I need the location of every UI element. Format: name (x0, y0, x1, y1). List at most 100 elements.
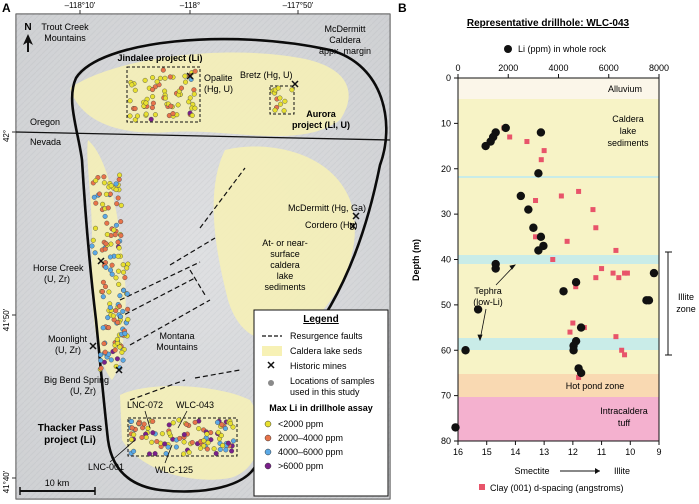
sample-dot (175, 102, 181, 108)
legend-locations-2: used in this study (290, 387, 360, 397)
clay-point (576, 374, 582, 380)
sample-dot (166, 430, 172, 436)
sample-dot (222, 426, 228, 432)
sample-dot (230, 438, 236, 444)
trout-creek-label-1: Trout Creek (41, 22, 89, 32)
clay-point (622, 352, 628, 358)
sample-dot (112, 347, 118, 353)
illite-zone-label-2: zone (676, 304, 696, 314)
sample-dot (124, 291, 130, 297)
sample-dot (120, 269, 126, 275)
caldera-lake-label-2: lake (620, 126, 637, 136)
sample-dot (105, 205, 111, 211)
li-point (529, 223, 538, 232)
dspacing-axis-tick-label: 14 (510, 447, 520, 457)
legend-title: Legend (303, 314, 339, 325)
sample-dot (146, 451, 152, 457)
dspacing-axis-tick-label: 9 (656, 447, 661, 457)
sample-dot (115, 268, 121, 274)
sample-dot (116, 245, 122, 251)
sample-dot (112, 232, 118, 238)
clay-point (593, 275, 599, 281)
sample-dot (109, 262, 115, 268)
clay-point (570, 320, 576, 326)
sample-dot (150, 94, 156, 100)
sample-dot (107, 254, 113, 260)
lat-tick-1: 42° (2, 130, 11, 142)
sample-dot (148, 116, 154, 122)
sample-dot (89, 243, 95, 249)
depth-axis-tick-label: 0 (446, 73, 451, 83)
sample-dot (129, 425, 135, 431)
sample-dot (113, 181, 119, 187)
li-point (451, 423, 460, 432)
sample-dot (272, 107, 278, 113)
opalite-label-2: (Hg, U) (204, 84, 233, 94)
clay-point (616, 275, 622, 281)
sample-dot (162, 88, 168, 94)
map-frame-ticks (12, 10, 299, 479)
sample-dot (225, 440, 231, 446)
sample-dot (127, 98, 133, 104)
li-point (576, 368, 586, 378)
sample-dot (132, 106, 138, 112)
sample-dot (134, 113, 140, 119)
north-label: N (24, 22, 31, 33)
sample-dot (103, 264, 109, 270)
tephra-band-2 (458, 255, 659, 264)
map-panel-label: A (2, 1, 11, 15)
sample-dot (182, 79, 188, 85)
alluvium-band (458, 78, 659, 99)
resurgence-faults (117, 167, 246, 401)
aurora-label-1: Aurora (306, 109, 336, 119)
sample-dot (107, 305, 113, 311)
sample-dot (117, 172, 123, 178)
drillhole-panel-label: B (398, 1, 407, 15)
sample-dot (101, 341, 107, 347)
clay-point (622, 270, 628, 276)
sample-dot (119, 349, 125, 355)
clay-legend-label: Clay (001) d-spacing (angstroms) (490, 483, 624, 493)
lon-tick-2: –118° (180, 1, 200, 10)
sample-dot (116, 281, 122, 287)
sample-dot (107, 267, 113, 273)
sample-dot (215, 429, 221, 435)
sample-dot (214, 419, 220, 425)
sample-dot (122, 331, 128, 337)
sample-dot (189, 440, 195, 446)
sample-dot (197, 445, 203, 451)
sample-dot (124, 265, 130, 271)
legend-li-label-2: 2000–4000 ppm (278, 433, 343, 443)
big-bend-label-1: Big Bend Spring (44, 375, 109, 385)
sample-dot (108, 183, 114, 189)
sample-dot (189, 112, 195, 118)
sample-dot (229, 448, 235, 454)
depth-axis-tick-label: 80 (441, 436, 451, 446)
map-legend: Legend Resurgence faults Caldera lake se… (253, 309, 389, 497)
sample-dot (113, 308, 119, 314)
clay-point (576, 188, 582, 194)
intracaldera-label-2: tuff (618, 418, 631, 428)
sample-dot (281, 108, 287, 114)
tephra-label-2: (low-Li) (473, 297, 503, 307)
depth-axis-tick-label: 30 (441, 209, 451, 219)
sample-dot (154, 79, 160, 85)
clay-point (610, 270, 616, 276)
sample-dot (230, 424, 236, 430)
dspacing-axis-tick-label: 15 (482, 447, 492, 457)
sample-dot (113, 275, 119, 281)
dspacing-axis-tick-label: 12 (568, 447, 578, 457)
clay-point (533, 234, 539, 240)
sample-dot (114, 336, 120, 342)
sample-dot (117, 344, 123, 350)
sample-dot (177, 435, 183, 441)
clay-point (613, 334, 619, 340)
dspacing-axis-tick-label: 13 (539, 447, 549, 457)
li-point (524, 205, 533, 214)
map-labels: Trout Creek Mountains McDermitt Caldera … (33, 22, 371, 475)
montana-mountains-label-2: Mountains (156, 342, 198, 352)
horse-creek-mine-icon (97, 257, 105, 265)
sample-dot (131, 448, 137, 454)
arrow-head-icon (595, 468, 600, 474)
tephra-arrows (477, 264, 516, 342)
